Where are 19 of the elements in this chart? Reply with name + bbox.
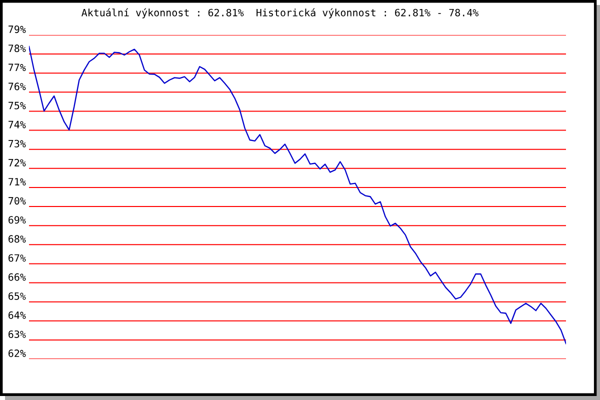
y-tick-label: 68% [8,235,26,243]
y-tick-label: 70% [8,197,26,205]
y-tick-label: 79% [8,26,26,34]
y-tick-label: 75% [8,102,26,110]
y-tick-label: 72% [8,158,26,166]
y-tick-label: 71% [8,178,26,186]
y-tick-label: 64% [8,311,26,319]
y-tick-label: 77% [8,64,26,72]
y-tick-label: 65% [8,292,26,300]
y-tick-label: 74% [8,120,26,128]
y-tick-label: 78% [8,44,26,52]
y-tick-label: 62% [8,350,26,358]
chart-title: Aktuální výkonnost : 62.81% Historická výkonnost : 62.81% - 78.4% [82,8,479,18]
y-tick-label: 63% [8,330,26,338]
y-tick-label: 76% [8,82,26,90]
y-tick-label: 73% [8,140,26,148]
y-tick-label: 69% [8,216,26,224]
y-tick-label: 67% [8,254,26,262]
y-tick-label: 66% [8,273,26,281]
